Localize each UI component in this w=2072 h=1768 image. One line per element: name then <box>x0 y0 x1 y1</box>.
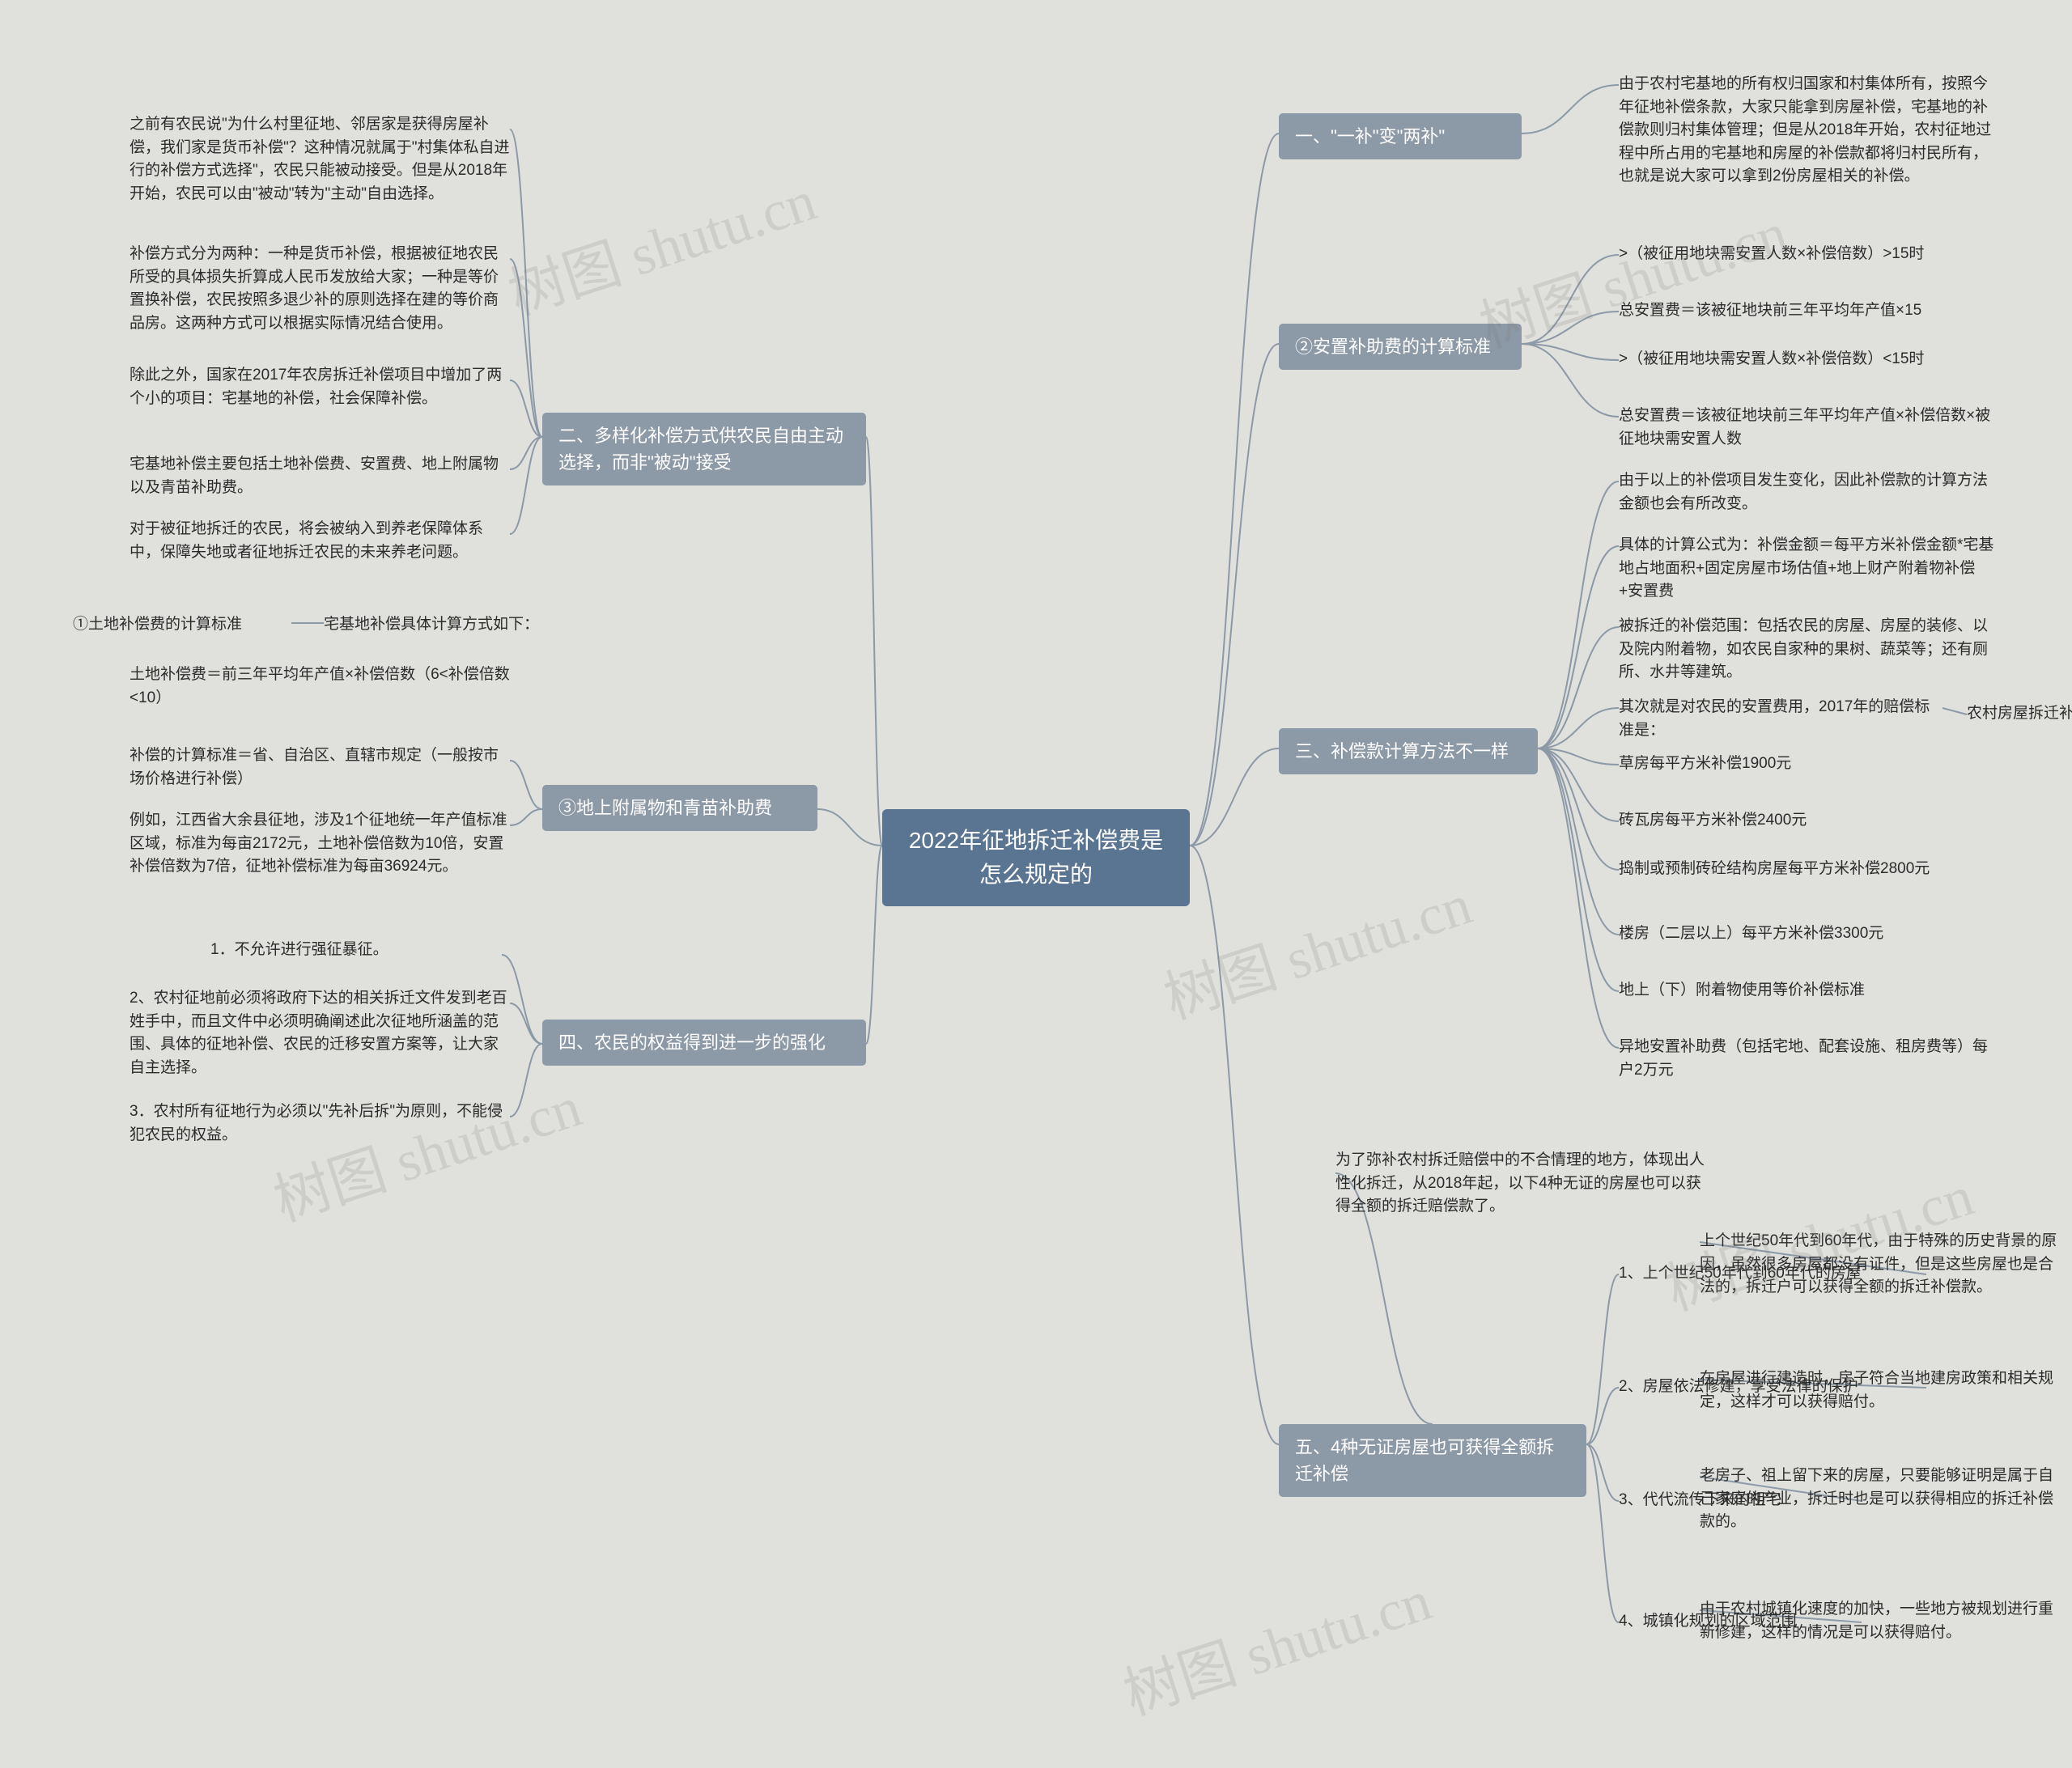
r5b1: 在房屋进行建造时，房子符合当地建房政策和相关规定，这样才可以获得赔付。 <box>1700 1367 2056 1414</box>
l2c: 除此之外，国家在2017年农房拆迁补偿项目中增加了两个小的项目：宅基地的补偿，社… <box>130 364 510 410</box>
l4c: 3．农村所有征地行为必须以"先补后拆"为原则，不能侵犯农民的权益。 <box>130 1100 510 1147</box>
r3c: 被拆迁的补偿范围：包括农民的房屋、房屋的装修、以及院内附着物，如农民自家种的果树… <box>1619 615 1999 685</box>
l3b: 例如，江西省大余县征地，涉及1个征地统一年产值标准区域，标准为每亩2172元，土… <box>130 809 510 879</box>
r3d1: 农村房屋拆迁补偿标准如下 <box>1967 702 2072 726</box>
root-node: 2022年征地拆迁补偿费是怎么规定的 <box>882 809 1190 906</box>
r3a: 由于以上的补偿项目发生变化，因此补偿款的计算方法金额也会有所改变。 <box>1619 469 1991 515</box>
watermark: 树图 shutu.cn <box>262 1062 590 1237</box>
watermark: 树图 shutu.cn <box>1153 859 1480 1035</box>
r3f: 砖瓦房每平方米补偿2400元 <box>1619 809 1942 833</box>
l1calc_r: 宅基地补偿具体计算方式如下： <box>324 613 567 637</box>
l4b: 2、农村征地前必须将政府下达的相关拆迁文件发到老百姓手中，而且文件中必须明确阐述… <box>130 987 510 1079</box>
l2a: 之前有农民说"为什么村里征地、邻居家是获得房屋补偿，我们家是货币补偿"？这种情况… <box>130 113 510 206</box>
l4: 四、农民的权益得到进一步的强化 <box>542 1020 866 1066</box>
l4a: 1．不允许进行强征暴征。 <box>210 939 502 962</box>
r3j: 异地安置补助费（包括宅地、配套设施、租房费等）每户2万元 <box>1619 1036 1999 1082</box>
r2a: >（被征用地块需安置人数×补偿倍数）>15时 <box>1619 243 1991 266</box>
l2e: 对于被征地拆迁的农民，将会被纳入到养老保障体系中，保障失地或者征地拆迁农民的未来… <box>130 518 510 564</box>
r5a1: 上个世纪50年代到60年代，由于特殊的历史背景的原因，虽然很多房屋都没有证件，但… <box>1700 1230 2064 1300</box>
r3g: 捣制或预制砖砼结构房屋每平方米补偿2800元 <box>1619 858 1991 881</box>
l2d: 宅基地补偿主要包括土地补偿费、安置费、地上附属物以及青苗补助费。 <box>130 453 510 499</box>
l2b: 补偿方式分为两种：一种是货币补偿，根据被征地农民所受的具体损失折算成人民币发放给… <box>130 243 510 335</box>
r3e: 草房每平方米补偿1900元 <box>1619 753 1942 776</box>
r3i: 地上（下）附着物使用等价补偿标准 <box>1619 979 1991 1003</box>
l1calc: ①土地补偿费的计算标准 <box>73 613 291 637</box>
r3d: 其次就是对农民的安置费用，2017年的赔偿标准是： <box>1619 696 1942 742</box>
r2d: 总安置费＝该被征地块前三年平均年产值×补偿倍数×被征地块需安置人数 <box>1619 405 1999 451</box>
r3b: 具体的计算公式为：补偿金额＝每平方米补偿金额*宅基地占地面积+固定房屋市场估值+… <box>1619 534 1999 604</box>
r3h: 楼房（二层以上）每平方米补偿3300元 <box>1619 922 1991 946</box>
r2b: 总安置费＝该被征地块前三年平均年产值×15 <box>1619 299 1991 323</box>
r3: 三、补偿款计算方法不一样 <box>1279 728 1538 774</box>
r5: 五、4种无证房屋也可获得全额拆迁补偿 <box>1279 1424 1586 1497</box>
l3: ③地上附属物和青苗补助费 <box>542 785 817 831</box>
l1calc_b: 土地补偿费＝前三年平均年产值×补偿倍数（6<补偿倍数<10） <box>130 664 510 710</box>
watermark: 树图 shutu.cn <box>497 155 825 331</box>
r2: ②安置补助费的计算标准 <box>1279 324 1522 370</box>
l3a: 补偿的计算标准＝省、自治区、直辖市规定（一般按市场价格进行补偿） <box>130 744 510 791</box>
r1a: 由于农村宅基地的所有权归国家和村集体所有，按照今年征地补偿条款，大家只能拿到房屋… <box>1619 73 1999 189</box>
r5pre: 为了弥补农村拆迁赔偿中的不合情理的地方，体现出人性化拆迁，从2018年起，以下4… <box>1335 1149 1716 1219</box>
l2: 二、多样化补偿方式供农民自由主动选择，而非"被动"接受 <box>542 413 866 485</box>
r2c: >（被征用地块需安置人数×补偿倍数）<15时 <box>1619 348 1991 371</box>
r1: 一、"一补"变"两补" <box>1279 113 1522 159</box>
r5d1: 由于农村城镇化速度的加快，一些地方被规划进行重新修建，这样的情况是可以获得赔付。 <box>1700 1598 2064 1644</box>
watermark: 树图 shutu.cn <box>1112 1555 1440 1731</box>
r5c1: 老房子、祖上留下来的房屋，只要能够证明是属于自己家庭的产业，拆迁时也是可以获得相… <box>1700 1465 2064 1534</box>
